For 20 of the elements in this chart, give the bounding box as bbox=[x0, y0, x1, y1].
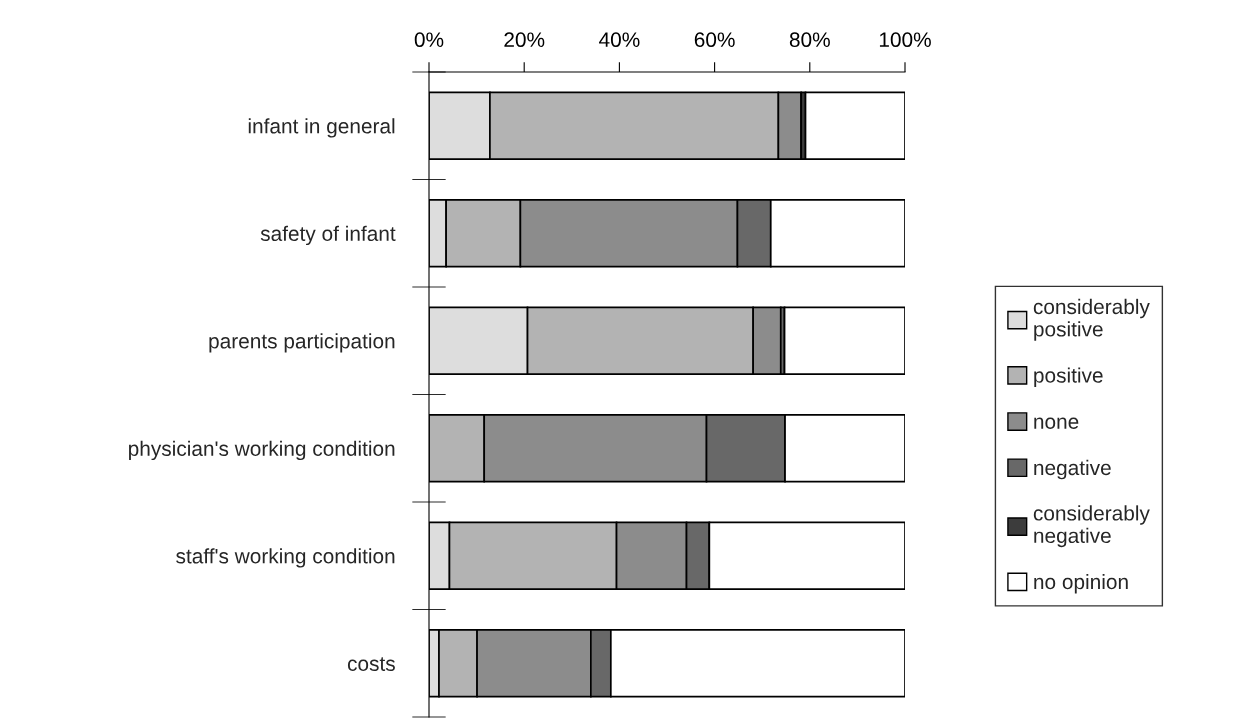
x-tick-label: 0% bbox=[414, 32, 444, 48]
x-tick-label: 20% bbox=[504, 32, 545, 48]
bar bbox=[783, 306, 905, 375]
y-tick-label: infant in general bbox=[248, 118, 395, 138]
legend-label: considerably positive bbox=[1033, 298, 1150, 341]
legend-label: considerably negative bbox=[1033, 505, 1150, 548]
legend-label: negative bbox=[1034, 459, 1111, 480]
y-tick-label: physician's working condition bbox=[129, 440, 395, 461]
x-tick-label: 100% bbox=[879, 32, 931, 48]
legend-label: no opinion bbox=[1034, 573, 1128, 594]
x-tick-label: 60% bbox=[694, 32, 735, 48]
x-tick-label: 40% bbox=[599, 32, 640, 48]
y-tick-label: safety of infant bbox=[260, 225, 396, 246]
y-tick-label: staff's working condition bbox=[176, 548, 395, 568]
x-tick-label: 80% bbox=[789, 32, 830, 48]
legend-label: none bbox=[1034, 417, 1079, 429]
bar bbox=[804, 91, 905, 160]
y-tick-label: parents participation bbox=[209, 333, 395, 353]
y-tick-label: costs bbox=[347, 657, 395, 671]
legend-label: positive bbox=[1034, 367, 1103, 387]
